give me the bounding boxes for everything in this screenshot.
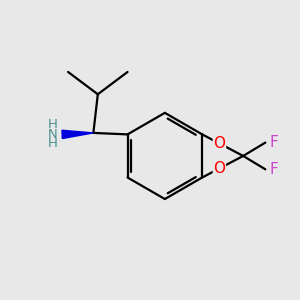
Polygon shape (62, 130, 93, 139)
Text: F: F (269, 162, 278, 177)
Text: O: O (213, 161, 225, 176)
Text: O: O (213, 136, 225, 151)
Text: F: F (269, 135, 278, 150)
Text: H: H (48, 118, 58, 131)
Text: H: H (48, 137, 58, 150)
Text: N: N (48, 128, 58, 141)
